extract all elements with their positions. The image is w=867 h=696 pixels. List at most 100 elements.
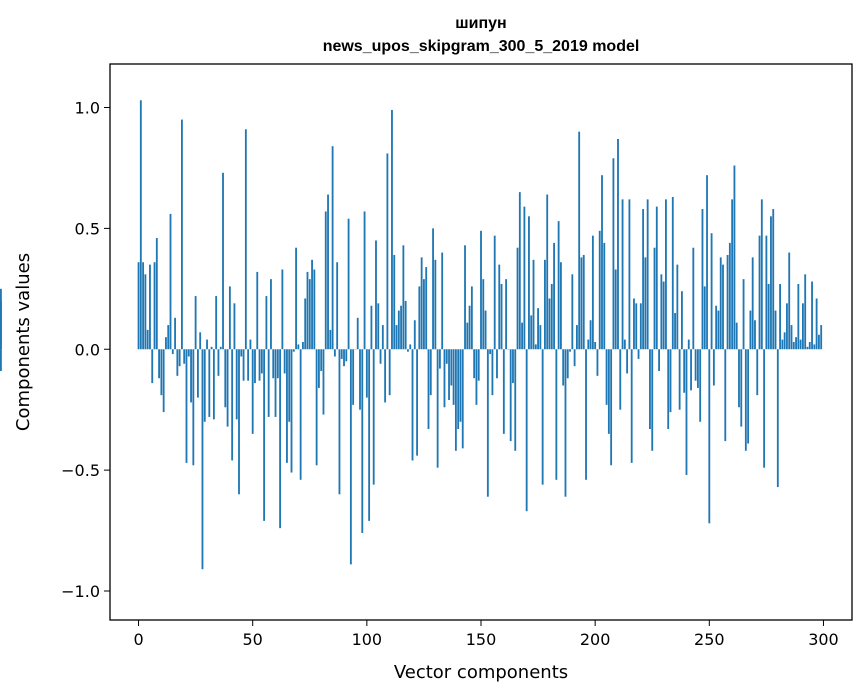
bar-238	[681, 291, 683, 350]
bar-230	[662, 281, 665, 350]
bar-265	[742, 279, 745, 350]
bar-116	[402, 245, 405, 350]
bar-5	[149, 264, 151, 350]
bar-122	[416, 349, 418, 456]
bar-166	[516, 247, 519, 350]
bar-267	[747, 349, 750, 444]
bar-54	[260, 349, 263, 374]
bar-211	[619, 349, 622, 410]
bar-132	[438, 349, 441, 369]
x-tick-label-100: 100	[352, 630, 383, 649]
bar-293	[806, 346, 809, 350]
bar-268	[749, 310, 752, 350]
bar-144	[466, 322, 469, 350]
bar-251	[710, 233, 713, 350]
bar-68	[292, 349, 295, 352]
bar-258	[726, 254, 729, 350]
plot-frame	[109, 63, 853, 621]
y-tick-label-4: 1.0	[75, 99, 100, 118]
bar-180	[548, 298, 551, 350]
bar-30	[206, 339, 208, 350]
bar-91	[345, 349, 348, 362]
chart-title: шипун	[455, 15, 506, 32]
bar-undefined	[0, 300, 2, 350]
bar-171	[528, 216, 530, 350]
bar-52	[256, 271, 259, 350]
bar-134	[443, 349, 446, 408]
bar-266	[744, 349, 747, 451]
bar-209	[614, 269, 617, 350]
bar-101	[368, 349, 371, 521]
bar-151	[482, 279, 485, 350]
bar-49	[249, 339, 252, 350]
bar-260	[731, 199, 734, 350]
bar-109	[386, 153, 389, 350]
bar-60	[274, 349, 277, 417]
bar-71	[299, 349, 302, 480]
bar-98	[361, 349, 364, 533]
bar-160	[502, 349, 505, 434]
bar-240	[685, 349, 688, 475]
bar-218	[635, 303, 638, 350]
bar-58	[270, 279, 272, 350]
bar-93	[349, 349, 352, 565]
bar-227	[655, 206, 658, 350]
bar-247	[701, 209, 704, 350]
bar-125	[423, 279, 425, 350]
bar-96	[356, 317, 359, 350]
bar-186	[562, 349, 565, 386]
bar-20	[183, 349, 186, 364]
bar-89	[340, 349, 343, 359]
bar-3	[144, 274, 147, 350]
chart-subtitle: news_upos_skipgram_300_5_2019 model	[323, 38, 640, 55]
bar-297	[815, 298, 818, 350]
bar-102	[370, 305, 373, 350]
bar-197	[587, 339, 590, 350]
bar-269	[751, 257, 754, 350]
bar-291	[802, 303, 804, 350]
bar-41	[231, 349, 234, 461]
bar-136	[448, 349, 450, 401]
bar-191	[573, 349, 576, 367]
bar-195	[582, 254, 585, 350]
bar-39	[226, 349, 229, 427]
bar-38	[224, 349, 227, 408]
bar-19	[181, 119, 183, 350]
bar-289	[797, 283, 800, 350]
bar-53	[258, 349, 261, 381]
bar-242	[690, 349, 692, 391]
bar-214	[626, 349, 629, 374]
bar-150	[480, 230, 482, 350]
bar-92	[347, 218, 350, 350]
bar-25	[194, 296, 197, 350]
bar-73	[304, 298, 307, 350]
bar-32	[210, 346, 213, 350]
bar-170	[525, 349, 528, 512]
bar-298	[817, 334, 820, 350]
bar-178	[544, 259, 546, 350]
bar-141	[459, 349, 462, 422]
bar-255	[719, 257, 722, 350]
bar-1	[139, 100, 142, 350]
bar-138	[452, 349, 455, 405]
bar-94	[352, 349, 355, 405]
bar-9	[158, 349, 160, 379]
bar-22	[187, 349, 190, 357]
bar-288	[795, 337, 797, 350]
bar-154	[489, 349, 492, 355]
y-axis-ticks: −1.0 −0.5 0.0 0.5 1.0	[61, 99, 110, 601]
bar-83	[327, 194, 329, 350]
bar-236	[676, 264, 679, 350]
bar-44	[238, 349, 240, 495]
bar-223	[646, 199, 649, 350]
bar-75	[308, 279, 311, 350]
bar-156	[493, 235, 496, 350]
bar-207	[610, 349, 613, 466]
bar-157	[496, 349, 498, 379]
bar-16	[174, 317, 176, 350]
bar-272	[758, 235, 761, 350]
bar-76	[311, 259, 313, 350]
bar-80	[320, 349, 323, 372]
bar-11	[162, 349, 165, 413]
bar-21	[185, 349, 188, 463]
